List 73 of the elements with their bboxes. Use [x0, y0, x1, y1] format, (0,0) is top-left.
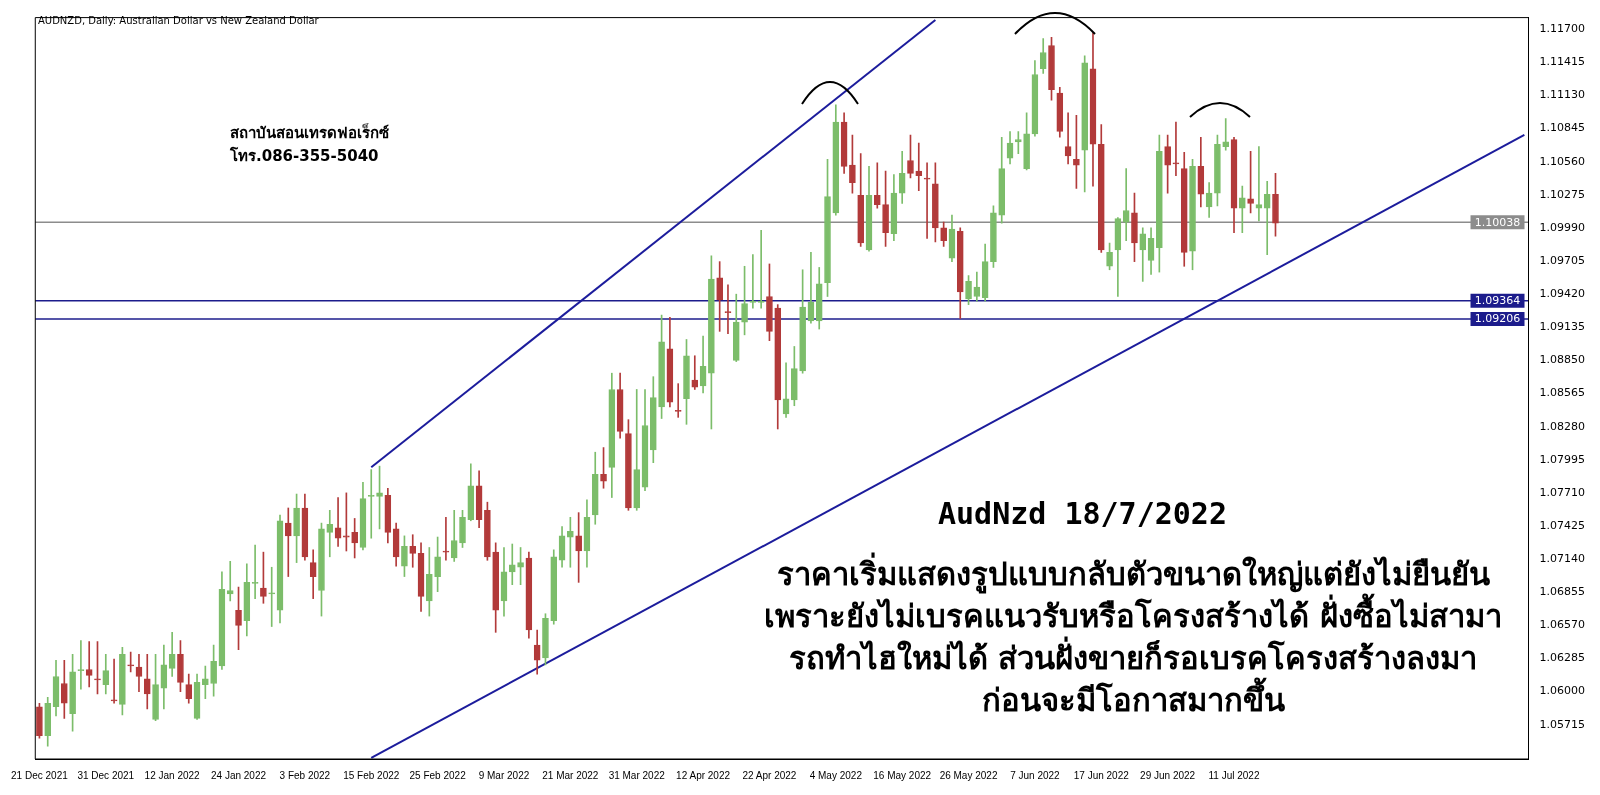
- y-tick-label: 1.09420: [1539, 287, 1586, 301]
- candlestick: [1263, 181, 1271, 255]
- candlestick: [1222, 118, 1230, 151]
- x-tick-label: 16 May 2022: [873, 769, 932, 781]
- candlestick: [326, 509, 334, 558]
- candlestick: [749, 254, 757, 309]
- x-tick-label: 25 Feb 2022: [409, 769, 467, 781]
- candlestick: [334, 497, 342, 547]
- candlestick: [442, 516, 450, 561]
- y-tick-label: 1.08565: [1539, 386, 1586, 400]
- x-tick-label: 24 Jan 2022: [210, 769, 267, 781]
- candlestick: [873, 162, 881, 209]
- y-tick-label: 1.07425: [1539, 518, 1586, 532]
- candlestick: [923, 162, 931, 239]
- candlestick: [915, 142, 923, 192]
- candlestick: [1172, 121, 1180, 176]
- y-tick-label: 1.06285: [1539, 651, 1586, 665]
- y-tick-label: 1.06000: [1539, 684, 1586, 698]
- candlestick: [409, 534, 417, 568]
- x-tick-label: 15 Feb 2022: [343, 769, 400, 781]
- y-tick-label: 1.09990: [1539, 220, 1586, 234]
- y-tick-label: 1.11415: [1539, 55, 1586, 69]
- x-tick-label: 22 Apr 2022: [742, 769, 797, 781]
- candlestick: [508, 543, 516, 586]
- x-tick-label: 12 Apr 2022: [676, 769, 731, 781]
- y-tick-label: 1.05715: [1539, 717, 1586, 731]
- candlestick: [757, 229, 765, 309]
- y-tick-label: 1.08280: [1539, 419, 1586, 433]
- candlestick: [284, 507, 292, 577]
- candlestick: [367, 469, 375, 539]
- y-tick-label: 1.07710: [1539, 485, 1586, 499]
- x-tick-label: 26 May 2022: [939, 769, 998, 781]
- y-tick-label: 1.10560: [1539, 154, 1586, 168]
- candlestick: [127, 651, 135, 673]
- x-tick-label: 3 Feb 2022: [279, 769, 331, 781]
- annotation: โทร.086-355-5040: [230, 146, 380, 167]
- x-tick-label: 12 Jan 2022: [144, 769, 201, 781]
- y-tick-label: 1.10845: [1539, 121, 1586, 135]
- ref-line-label: 1.10038: [1474, 215, 1521, 229]
- y-tick-label: 1.11700: [1539, 22, 1586, 36]
- annotation: AudNzd 18/7/2022: [938, 496, 1228, 531]
- y-tick-label: 1.07995: [1539, 452, 1586, 466]
- y-tick-label: 1.06570: [1539, 618, 1586, 632]
- x-tick-label: 7 Jun 2022: [1010, 769, 1061, 781]
- ref-line-label: 1.09364: [1474, 294, 1521, 308]
- x-tick-label: 31 Mar 2022: [608, 769, 666, 781]
- chart-title: AUDNZD, Daily: Australian Dollar vs New Zealand Dollar: [38, 15, 319, 26]
- x-tick-label: 21 Mar 2022: [542, 769, 599, 781]
- candlestick: [85, 641, 93, 688]
- x-tick-label: 11 Jul 2022: [1208, 769, 1260, 781]
- x-tick-label: 29 Jun 2022: [1140, 769, 1196, 781]
- y-tick-label: 1.09705: [1539, 253, 1586, 267]
- candlestick: [1255, 146, 1263, 222]
- candlestick: [1238, 185, 1246, 233]
- candlestick: [226, 561, 234, 602]
- x-tick-label: 21 Dec 2021: [11, 769, 69, 781]
- candlestick: [110, 658, 118, 704]
- x-tick-label: 17 Jun 2022: [1073, 769, 1130, 781]
- candlestick: [268, 566, 276, 627]
- x-tick-label: 4 May 2022: [809, 769, 863, 781]
- y-tick-label: 1.08850: [1539, 353, 1586, 367]
- x-tick-label: 31 Dec 2021: [77, 769, 135, 781]
- y-tick-label: 1.10275: [1539, 187, 1586, 201]
- x-tick-label: 9 Mar 2022: [478, 769, 530, 781]
- candlestick: [1014, 131, 1022, 154]
- ref-line-label: 1.09206: [1474, 312, 1521, 326]
- y-tick-label: 1.11130: [1539, 88, 1586, 102]
- y-tick-label: 1.07140: [1539, 551, 1586, 565]
- y-tick-label: 1.09135: [1539, 320, 1586, 334]
- candlestick: [724, 284, 732, 335]
- candlestick: [691, 355, 699, 390]
- y-tick-label: 1.06855: [1539, 585, 1586, 599]
- annotation: สถาบันสอนเทรดฟอเร็กซ์: [230, 122, 390, 144]
